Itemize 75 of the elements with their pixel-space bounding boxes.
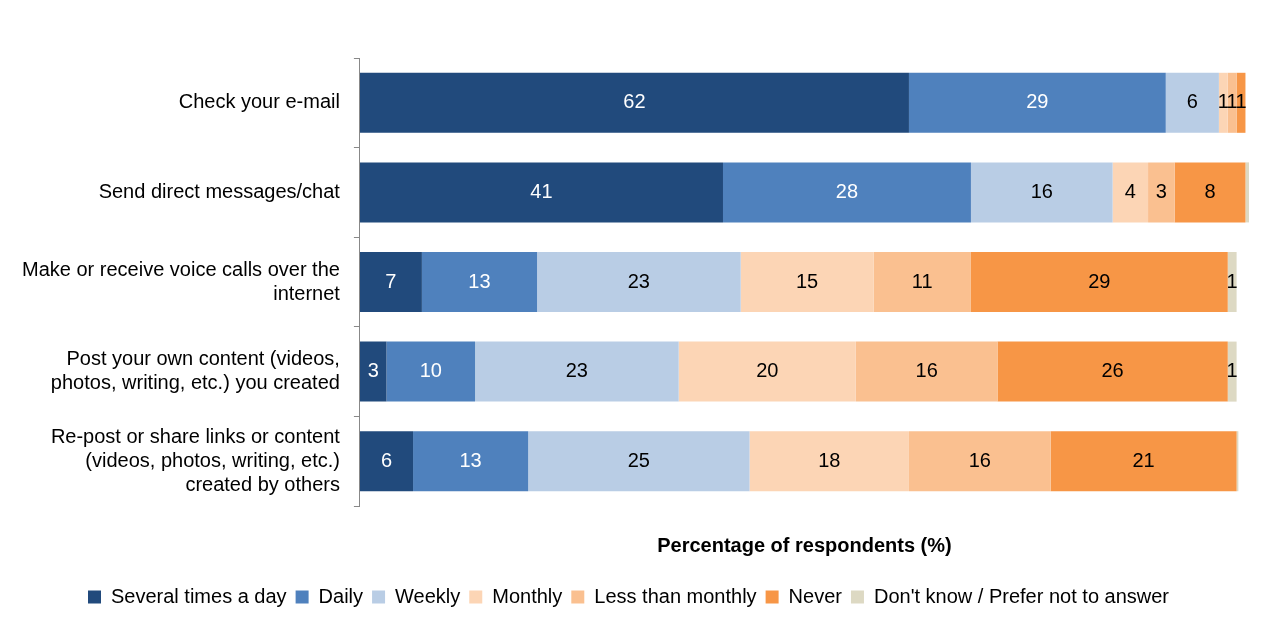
data-label: 62	[623, 90, 646, 113]
data-label: 16	[915, 359, 938, 382]
legend-label: Several times a day	[110, 584, 287, 607]
data-label: 1	[1226, 359, 1238, 382]
data-label: 20	[756, 359, 779, 382]
data-label: 6	[380, 448, 393, 471]
bar	[359, 251, 422, 313]
legend-label: Weekly	[395, 584, 461, 607]
legend-label: Daily	[318, 584, 364, 607]
bar	[1227, 251, 1237, 313]
bar	[537, 251, 741, 313]
bar	[413, 431, 529, 492]
data-label: 23	[627, 269, 650, 292]
bar	[359, 341, 387, 402]
y-tick-label: Send direct messages/chat	[98, 179, 341, 202]
bar	[855, 341, 998, 402]
bar	[359, 72, 909, 133]
data-label: 29	[1088, 269, 1111, 292]
legend-label: Never	[788, 584, 843, 607]
y-tick-label: Post your own content (videos, photos, writing, etc.) you created	[50, 347, 340, 394]
data-label: 21	[1132, 448, 1155, 471]
data-label: 6	[1186, 90, 1198, 113]
bar	[475, 341, 679, 402]
y-tick-label: Make or receive voice calls over the internet	[21, 257, 341, 304]
bar	[1227, 341, 1237, 402]
bar	[678, 341, 856, 402]
data-label: 3	[1155, 179, 1167, 202]
bar	[908, 72, 1166, 133]
data-label: 1	[1217, 90, 1229, 113]
x-axis-title: Percentage of respondents (%)	[657, 533, 952, 556]
data-label: 25	[627, 448, 650, 471]
bar	[1245, 162, 1249, 223]
bar	[873, 251, 971, 313]
data-label: 23	[565, 359, 588, 382]
bar	[1148, 162, 1175, 223]
data-label: 16	[968, 448, 991, 471]
bar	[1165, 72, 1219, 133]
bar	[1218, 72, 1228, 133]
bar	[908, 431, 1051, 492]
legend-label: Less than monthly	[594, 584, 757, 607]
bar	[528, 431, 750, 492]
data-label: 4	[1124, 179, 1136, 202]
data-label: 26	[1101, 359, 1124, 382]
bar	[386, 341, 476, 402]
bar	[722, 162, 971, 223]
data-label: 1	[1226, 269, 1238, 292]
legend-label: Don't know / Prefer not to answer	[873, 584, 1170, 607]
bar	[1174, 162, 1246, 223]
data-label: 28	[835, 179, 859, 202]
bar	[749, 431, 909, 492]
y-tick-label: Check your e-mail	[178, 90, 340, 113]
bar	[1112, 162, 1149, 223]
data-label: 3	[367, 359, 379, 382]
bar	[1050, 431, 1237, 492]
bar	[359, 431, 414, 492]
legend-label: Monthly	[492, 584, 563, 607]
data-label: 13	[459, 448, 482, 471]
data-label: 18	[818, 448, 841, 471]
data-label: 13	[468, 269, 491, 292]
data-label: 29	[1026, 90, 1049, 113]
data-label: 16	[1030, 179, 1053, 202]
data-label: 8	[1204, 179, 1216, 202]
data-label: 7	[385, 269, 397, 292]
y-tick-label: Re-post or share links or content (videos, photos, writing, etc.) created by others	[50, 424, 341, 495]
bar	[970, 251, 1228, 313]
data-label: 41	[530, 179, 553, 202]
data-label: 11	[911, 269, 933, 292]
data-label: 15	[795, 269, 819, 292]
bar	[970, 162, 1113, 223]
data-label: 10	[419, 359, 442, 382]
bar	[421, 251, 538, 313]
bar	[997, 341, 1228, 402]
bar	[359, 162, 723, 223]
bar	[740, 251, 874, 313]
bar	[1227, 72, 1237, 133]
